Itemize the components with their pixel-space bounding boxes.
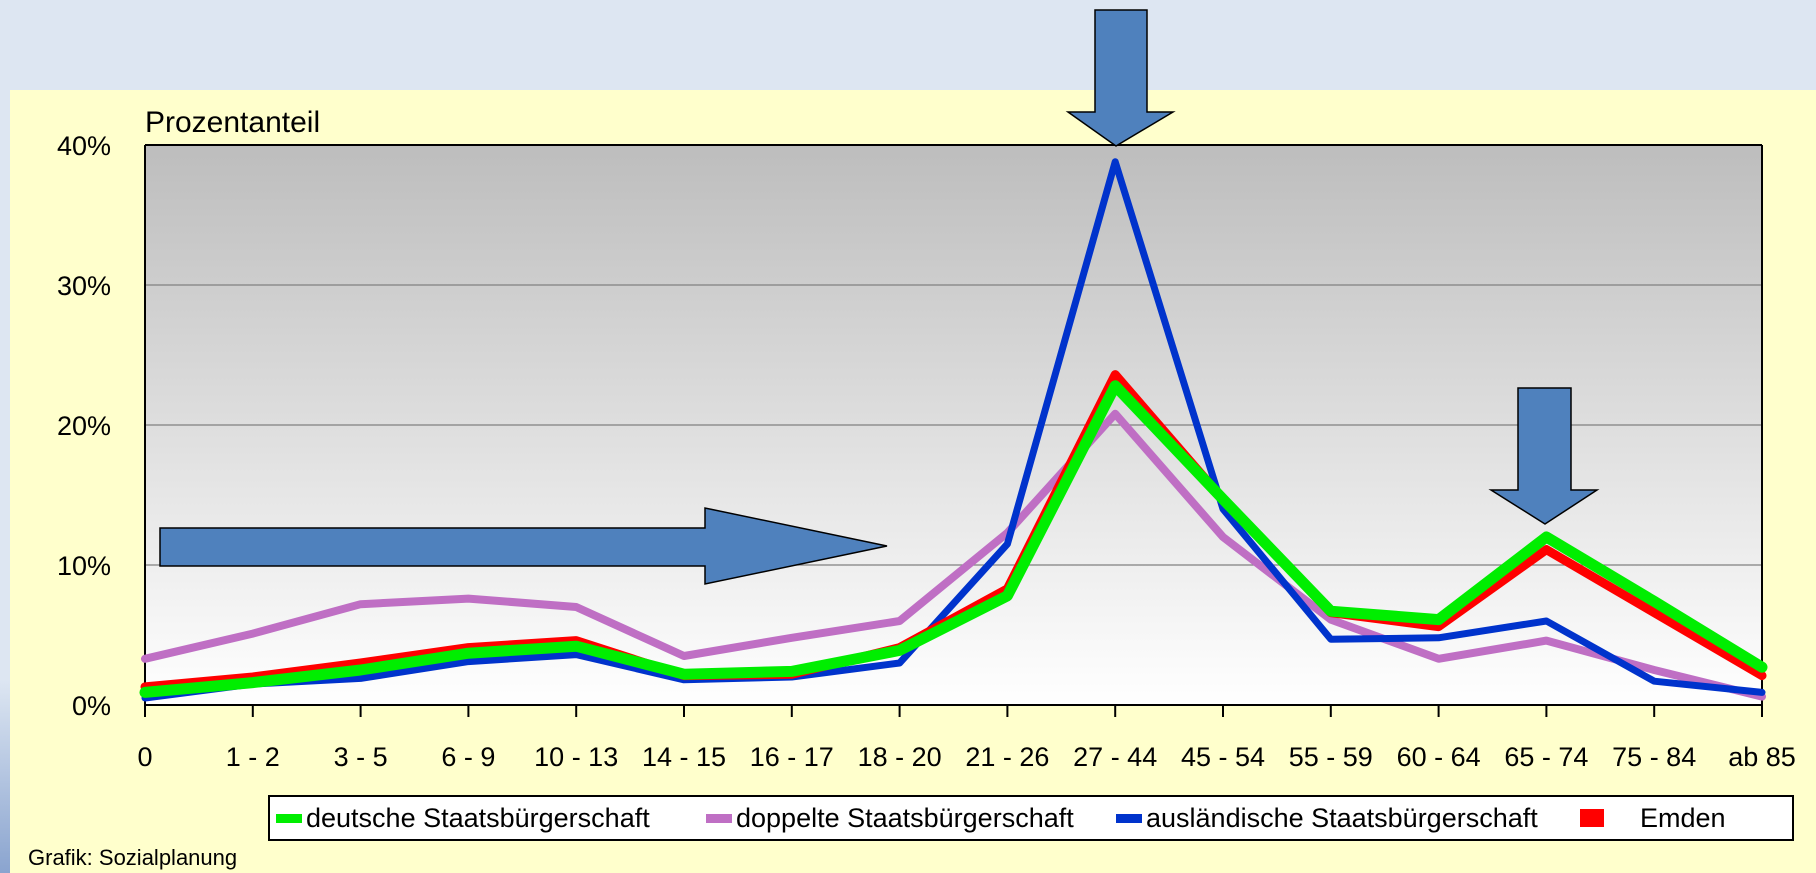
top-down-arrow bbox=[1065, 9, 1176, 147]
x-axis-ticks bbox=[144, 705, 1763, 717]
legend-item-auslaendische: ausländische Staatsbürgerschaft bbox=[1116, 797, 1538, 839]
legend-swatch-deutsche bbox=[276, 813, 302, 823]
y-tick-label: 40% bbox=[57, 131, 111, 161]
legend-swatch-emden bbox=[1580, 809, 1604, 827]
x-tick-label: 14 - 15 bbox=[642, 742, 726, 772]
series-line-2 bbox=[141, 158, 1766, 702]
chart-legend: deutsche Staatsbürgerschaft doppelte Sta… bbox=[268, 795, 1794, 841]
y-tick-label: 10% bbox=[57, 551, 111, 581]
left-right-arrow bbox=[159, 507, 888, 585]
x-tick-label: 27 - 44 bbox=[1073, 742, 1157, 772]
y-tick-label: 0% bbox=[72, 691, 111, 721]
x-tick-label: 16 - 17 bbox=[750, 742, 834, 772]
x-tick-label: 21 - 26 bbox=[965, 742, 1049, 772]
x-tick-label: 45 - 54 bbox=[1181, 742, 1265, 772]
x-tick-label: 3 - 5 bbox=[334, 742, 388, 772]
x-tick-label: 10 - 13 bbox=[534, 742, 618, 772]
legend-swatch-doppelte bbox=[706, 813, 732, 823]
x-tick-label: 60 - 64 bbox=[1397, 742, 1481, 772]
legend-label-doppelte: doppelte Staatsbürgerschaft bbox=[736, 802, 1074, 833]
x-axis-tick-labels: 0 1 - 2 3 - 5 6 - 9 10 - 13 14 - 15 16 - 17 18 … bbox=[137, 742, 1795, 772]
y-tick-label: 20% bbox=[57, 411, 111, 441]
legend-label-deutsche: deutsche Staatsbürgerschaft bbox=[306, 802, 650, 833]
legend-item-emden: Emden bbox=[1580, 797, 1726, 839]
series-line-0 bbox=[139, 380, 1768, 698]
left-gradient-strip bbox=[0, 680, 10, 873]
x-tick-label: 75 - 84 bbox=[1612, 742, 1696, 772]
series-lines bbox=[139, 158, 1768, 702]
legend-swatch-auslaendische bbox=[1116, 813, 1142, 823]
legend-label-emden: Emden bbox=[1640, 802, 1726, 833]
y-tick-label: 30% bbox=[57, 271, 111, 301]
right-down-arrow bbox=[1488, 387, 1600, 525]
x-tick-label: 18 - 20 bbox=[858, 742, 942, 772]
y-axis-tick-labels: 0% 10% 20% 30% 40% bbox=[57, 131, 111, 721]
legend-label-auslaendische: ausländische Staatsbürgerschaft bbox=[1146, 802, 1538, 833]
footer-caption: Grafik: Sozialplanung bbox=[28, 845, 238, 870]
legend-item-deutsche: deutsche Staatsbürgerschaft bbox=[276, 797, 650, 839]
x-tick-label: 0 bbox=[137, 742, 152, 772]
legend-item-doppelte: doppelte Staatsbürgerschaft bbox=[706, 797, 1074, 839]
x-tick-label: 6 - 9 bbox=[441, 742, 495, 772]
x-tick-label: 65 - 74 bbox=[1504, 742, 1588, 772]
y-axis-label: Prozentanteil bbox=[145, 106, 320, 139]
x-tick-label: 55 - 59 bbox=[1289, 742, 1373, 772]
x-tick-label: ab 85 bbox=[1728, 742, 1796, 772]
series-line-1 bbox=[141, 409, 1766, 701]
x-tick-label: 1 - 2 bbox=[226, 742, 280, 772]
